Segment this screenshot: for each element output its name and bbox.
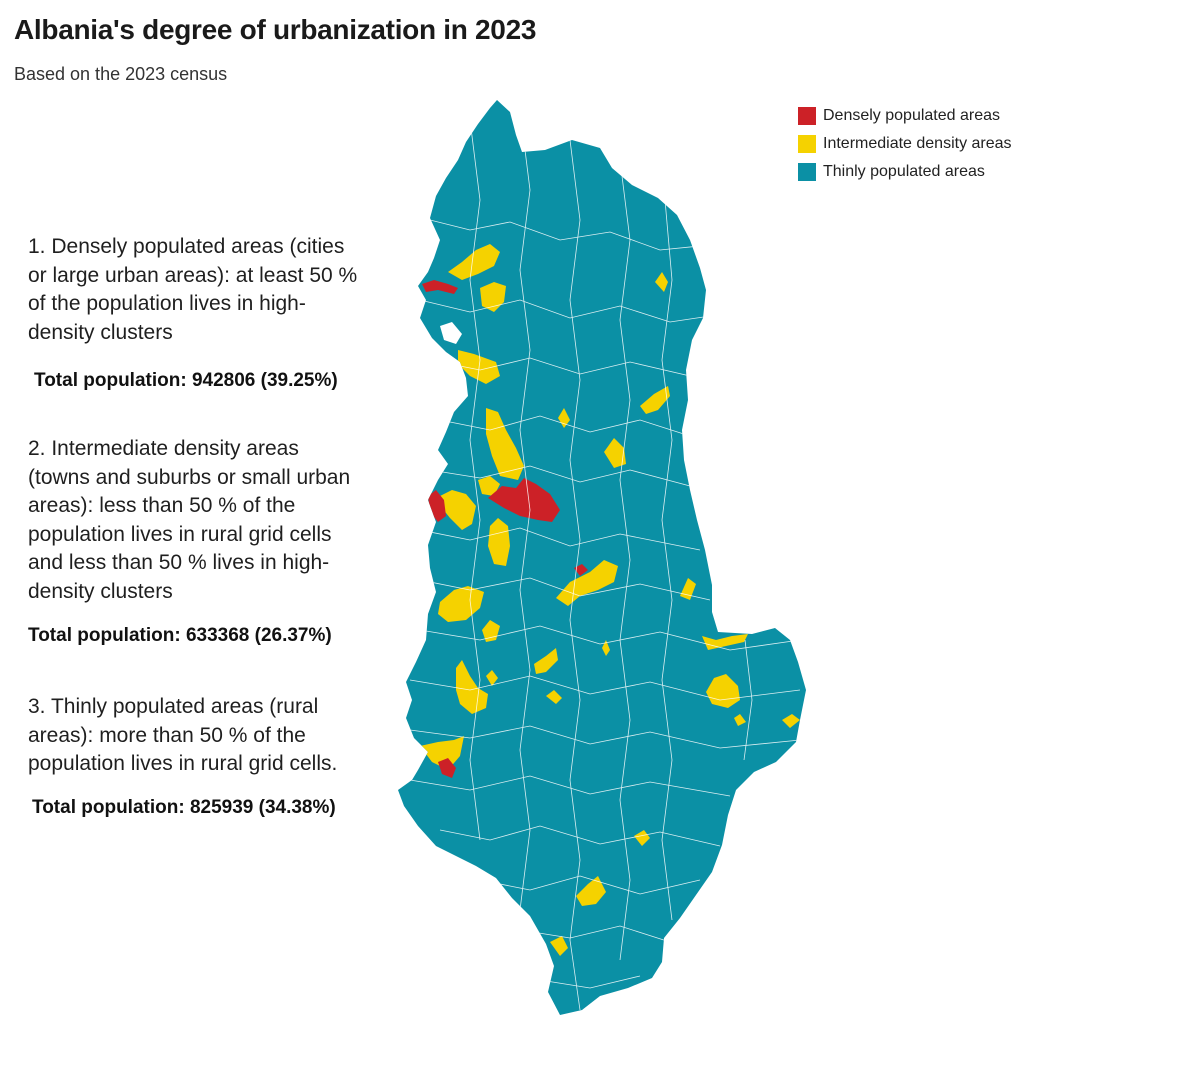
coastal-lagoon — [440, 322, 462, 344]
legend-label-thin: Thinly populated areas — [823, 163, 985, 180]
note-intermediate-line: density clusters — [28, 579, 173, 603]
region-tirane-city — [488, 478, 560, 522]
total-dense: Total population: 942806 (39.25%) — [34, 370, 338, 391]
legend-item-thin: Thinly populated areas — [798, 158, 1012, 186]
municipal-boundaries — [409, 109, 801, 1011]
region-vore — [478, 476, 500, 496]
region-fier — [456, 660, 488, 714]
legend-item-intermediate: Intermediate density areas — [798, 130, 1012, 158]
region-fier-north — [438, 586, 484, 622]
region-sarande — [550, 936, 568, 956]
region-roskovec — [486, 670, 498, 686]
note-intermediate-line: areas): less than 50 % of the — [28, 494, 296, 517]
legend-swatch-intermediate — [798, 135, 816, 153]
legend-label-intermediate: Intermediate density areas — [823, 135, 1012, 152]
region-vlore-city — [438, 758, 456, 778]
note-thin-line: 3. Thinly populated areas (rural — [28, 695, 319, 718]
note-intermediate-line: and less than 50 % lives in high- — [28, 551, 330, 574]
note-intermediate-line: (towns and suburbs or small urban — [28, 465, 351, 489]
legend-item-dense: Densely populated areas — [798, 102, 1012, 130]
region-shkoder-east — [480, 282, 506, 312]
region-cerrik — [602, 640, 610, 656]
note-intermediate-line: 2. Intermediate density areas — [28, 437, 299, 460]
region-peshkopi — [640, 386, 670, 414]
region-librazhd — [680, 578, 696, 600]
region-vlore — [420, 736, 464, 770]
total-intermediate: Total population: 633368 (26.37%) — [28, 625, 332, 646]
region-kruje — [486, 408, 524, 480]
region-shkoder-city — [422, 280, 458, 294]
country-outline — [398, 100, 806, 1015]
note-thin-line: population lives in rural grid cells. — [28, 752, 338, 775]
note-dense: 1. Densely populated areas (cities or la… — [28, 233, 357, 347]
note-dense-line: density clusters — [28, 320, 173, 344]
region-durres — [440, 490, 476, 530]
region-elbasan-city — [574, 564, 588, 576]
total-thin: Total population: 825939 (34.38%) — [32, 797, 336, 818]
region-gjirokaster — [576, 876, 606, 906]
region-gramsh — [534, 648, 558, 674]
region-maliq — [734, 714, 746, 726]
region-kukes — [655, 272, 668, 292]
region-bilisht — [782, 714, 800, 728]
map-title: Albania's degree of urbanization in 2023 — [14, 14, 537, 45]
note-intermediate-line: population lives in rural grid cells — [28, 522, 332, 546]
legend-swatch-thin — [798, 163, 816, 181]
region-berat — [546, 690, 562, 704]
note-intermediate: 2. Intermediate density areas (towns and… — [28, 435, 350, 606]
region-layer — [409, 109, 801, 1011]
legend-label-dense: Densely populated areas — [823, 107, 1001, 124]
legend-swatch-dense — [798, 107, 816, 125]
note-thin-line: areas): more than 50 % of the — [28, 723, 306, 747]
legend: Densely populated areas Intermediate den… — [798, 102, 1012, 186]
note-dense-line: 1. Densely populated areas (cities — [28, 235, 345, 258]
region-tepelene — [634, 830, 650, 846]
region-kavaje — [488, 518, 510, 566]
note-dense-line: or large urban areas): at least 50 % — [28, 263, 358, 287]
region-burrel — [604, 438, 626, 468]
region-elbasan — [556, 560, 618, 606]
note-dense-line: of the population lives in high- — [28, 292, 306, 315]
region-korce — [706, 674, 740, 708]
region-shkoder-north — [448, 244, 500, 280]
note-thin: 3. Thinly populated areas (rural areas):… — [28, 693, 337, 779]
map-subtitle: Based on the 2023 census — [14, 64, 228, 84]
